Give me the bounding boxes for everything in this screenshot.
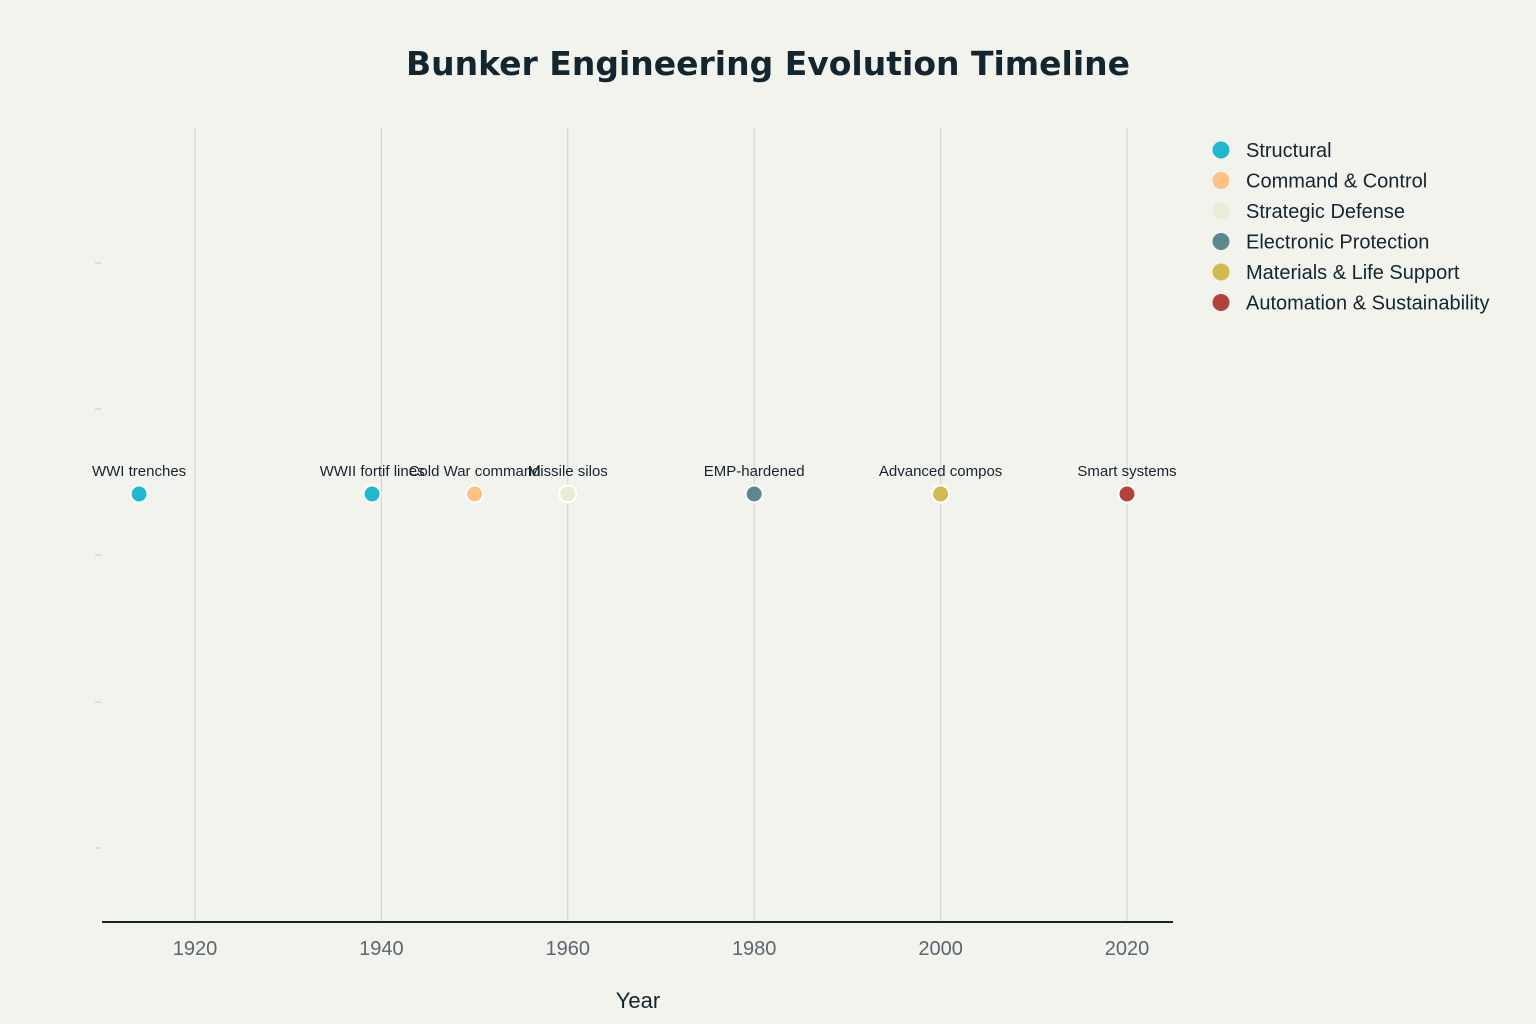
x-tick-label: 1940 (359, 938, 404, 960)
legend-label: Materials & Life Support (1246, 262, 1460, 284)
x-tick-label: 2020 (1105, 938, 1150, 960)
legend-marker (1212, 233, 1230, 250)
legend-marker (1212, 263, 1230, 281)
point-label: Advanced compos (879, 463, 1002, 480)
point-label: WWII fortif lines (320, 463, 425, 480)
point-label: Cold War command (409, 463, 541, 480)
data-point (744, 484, 764, 504)
legend-marker (1212, 141, 1230, 159)
legend-marker (1212, 202, 1230, 220)
data-point (931, 484, 951, 504)
legend-marker (1212, 172, 1230, 189)
point-label: EMP-hardened (704, 463, 805, 480)
x-tick-label: 1980 (732, 938, 777, 960)
point-label: Missile silos (528, 463, 608, 480)
x-tick-label: 1960 (546, 938, 591, 960)
point-label: Smart systems (1077, 463, 1176, 480)
data-point (558, 484, 578, 504)
legend-label: Strategic Defense (1246, 201, 1405, 223)
legend-label: Command & Control (1246, 171, 1427, 193)
legend-marker (1212, 294, 1230, 311)
x-axis-title: Year (616, 988, 660, 1013)
data-point (362, 484, 382, 504)
chart-title: Bunker Engineering Evolution Timeline (406, 44, 1130, 83)
x-tick-label: 1920 (173, 938, 218, 960)
grid-lines (194, 128, 1128, 922)
data-point (129, 484, 149, 504)
legend-label: Automation & Sustainability (1246, 293, 1489, 315)
data-point (465, 484, 485, 504)
data-point (1117, 484, 1137, 504)
x-tick-label: 2000 (918, 938, 963, 960)
legend-label: Electronic Protection (1246, 232, 1429, 254)
point-label: WWI trenches (92, 463, 186, 480)
legend: Structural Command & Control Strategic Def… (1212, 140, 1489, 315)
legend-label: Structural (1246, 140, 1332, 162)
x-tick-labels: 1920 1940 1960 1980 2000 2020 (173, 938, 1150, 960)
y-tick-marks (95, 262, 101, 849)
